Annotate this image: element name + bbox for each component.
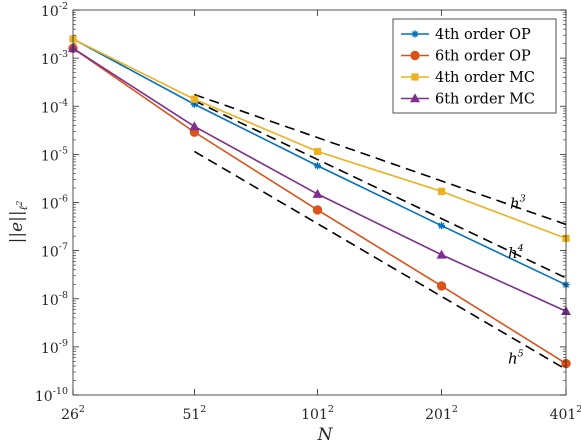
y-tick-label: 10-3	[41, 49, 68, 68]
reference-line-h4	[194, 100, 567, 279]
y-axis-title: ||e||ℓ2	[7, 201, 30, 244]
legend-label: 6th order MC	[435, 92, 535, 108]
y-axis-label-main: ||e||	[7, 210, 27, 243]
legend-swatch-marker	[411, 30, 419, 38]
marker-stroke	[411, 30, 419, 38]
legend-label: 4th order OP	[435, 27, 531, 43]
data-point	[437, 222, 446, 230]
y-tick-label: 10-4	[41, 97, 68, 116]
y-tick-label: 10-8	[41, 290, 68, 309]
legend-swatch-marker	[410, 50, 420, 61]
y-tick-label: 10-10	[35, 386, 68, 405]
y-tick-label: 10-5	[41, 145, 68, 164]
reference-labels: h3 h4 h5	[508, 193, 526, 367]
x-tick-label: 1012	[301, 404, 334, 423]
reference-lines	[194, 93, 567, 371]
reference-label-h3: h3	[510, 193, 526, 212]
data-point	[436, 281, 447, 291]
data-point	[437, 187, 446, 196]
tick-labels: 10-2 10-3 10-4 10-5 10-6 10-7 10-8 10-9 10-10262…	[35, 1, 581, 423]
legend-label: 4th order MC	[435, 70, 535, 86]
data-point	[190, 95, 199, 103]
x-axis-label: N	[317, 425, 334, 445]
y-tick-label: 10-9	[41, 338, 68, 357]
x-tick-label: 262	[61, 404, 85, 423]
y-tick-label: 10-7	[41, 242, 68, 261]
data-point	[312, 188, 323, 198]
data-point	[313, 162, 322, 170]
data-point	[189, 121, 200, 131]
reference-line-h5	[194, 150, 567, 371]
x-tick-label: 4012	[550, 404, 581, 423]
legend-label: 6th order OP	[435, 49, 531, 65]
marker-stroke	[438, 222, 445, 229]
legend: 4th order OP 6th order OP 4th order MC 6th …	[392, 18, 557, 114]
axes	[72, 9, 567, 396]
y-axis-label-sub: ℓ	[17, 205, 30, 210]
reference-line-h3	[194, 93, 567, 226]
data-point	[312, 205, 323, 215]
marker-stroke	[314, 162, 321, 169]
data-point	[436, 249, 447, 259]
reference-label-h4: h4	[508, 243, 524, 262]
y-tick-label: 10-6	[41, 194, 68, 213]
legend-swatch-marker	[410, 93, 420, 103]
reference-label-h5: h5	[508, 348, 524, 367]
legend-swatch-marker	[411, 73, 419, 81]
data-point	[313, 147, 322, 156]
x-tick-label: 512	[182, 404, 206, 423]
y-tick-label: 10-2	[41, 1, 68, 20]
y-axis-label: ||e||ℓ2	[7, 201, 30, 244]
y-axis-label-sub-sup: 2	[15, 201, 24, 207]
x-tick-label: 2012	[425, 404, 458, 423]
